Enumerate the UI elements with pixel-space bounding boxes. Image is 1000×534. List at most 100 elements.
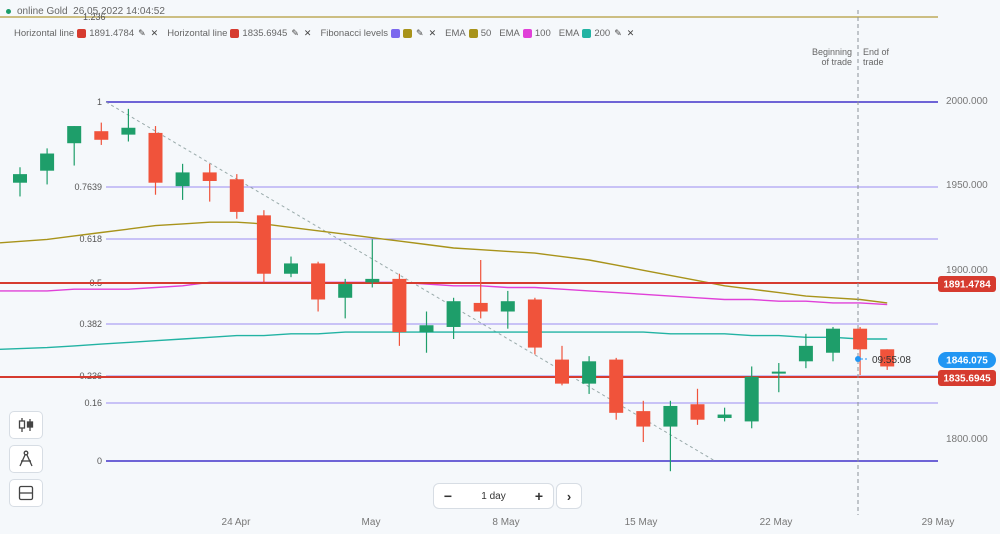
pencil-icon[interactable]: ✎ <box>614 28 622 38</box>
chart-type-button[interactable] <box>9 411 43 439</box>
scroll-right-button[interactable]: › <box>556 483 582 509</box>
zoom-in-button[interactable]: + <box>534 488 544 504</box>
close-icon[interactable]: ✕ <box>150 28 159 38</box>
countdown-timer: 09:55:08 <box>872 355 911 366</box>
legend-item: Fibonacci levels ✎ ✕ <box>320 28 437 39</box>
pencil-icon[interactable]: ✎ <box>291 28 299 38</box>
fib-level-label: 0.16 <box>84 398 102 408</box>
color-swatch[interactable] <box>403 29 413 38</box>
candle-body <box>880 349 895 367</box>
legend-name: Horizontal line <box>167 28 228 39</box>
candle-body <box>202 172 217 181</box>
candle-body <box>338 284 353 298</box>
trade-end-label: End of trade <box>863 47 890 67</box>
candle-body <box>94 131 109 140</box>
legend-name: Fibonacci levels <box>320 28 389 39</box>
color-swatch[interactable] <box>230 29 240 38</box>
legend-item: EMA 100 <box>499 28 550 39</box>
fib-level-label: 1.236 <box>83 12 106 22</box>
period-label[interactable]: 1 day <box>481 490 506 502</box>
time-axis-label: 29 May <box>922 517 955 528</box>
pencil-icon[interactable]: ✎ <box>138 28 146 38</box>
candle-body <box>67 126 82 144</box>
legend-value: 50 <box>480 28 492 39</box>
legend-value: 1835.6945 <box>242 28 288 39</box>
candle-body <box>175 172 190 187</box>
price-tag-line1: 1891.4784 <box>943 280 991 291</box>
candle-body <box>663 405 678 427</box>
close-icon[interactable]: ✕ <box>428 28 437 38</box>
candle-body <box>555 359 569 384</box>
live-status-dot <box>6 8 11 14</box>
candle-body <box>446 301 461 327</box>
price-tag-line1-bg <box>938 276 996 292</box>
candle-body <box>311 263 326 300</box>
candle-body <box>717 414 732 418</box>
candle-body <box>392 278 407 333</box>
candle-body <box>256 215 271 274</box>
layout-button[interactable] <box>9 479 43 507</box>
fib-level-label: 0.7639 <box>74 182 102 192</box>
candle-body <box>13 174 27 183</box>
candle-body <box>148 132 163 183</box>
compass-icon <box>19 450 33 467</box>
fib-level-label: 0.382 <box>79 319 102 329</box>
legend-name: EMA <box>499 28 520 39</box>
price-axis-label: 1950.000 <box>946 180 988 191</box>
price-axis-label: 2000.000 <box>946 96 988 107</box>
candle-body <box>365 278 380 283</box>
legend-item: EMA 50 <box>445 28 491 39</box>
current-price-tag-bg <box>938 352 996 368</box>
drawing-tools-button[interactable] <box>9 445 43 473</box>
trade-begin-label: Beginning of trade <box>811 47 852 67</box>
time-axis-label: 24 Apr <box>222 517 252 528</box>
close-icon[interactable]: ✕ <box>303 28 312 38</box>
color-swatch[interactable] <box>522 29 532 38</box>
candle-body <box>419 325 434 333</box>
candle-body <box>500 301 515 312</box>
current-price-dot <box>855 356 861 362</box>
price-tag-line2-bg <box>938 370 996 386</box>
fib-level-label: 0 <box>97 456 102 466</box>
color-swatch[interactable] <box>77 29 87 38</box>
instrument-name: online Gold <box>17 6 68 17</box>
close-icon[interactable]: ✕ <box>626 28 635 38</box>
color-swatch[interactable] <box>582 29 592 38</box>
fib-trend-line <box>105 101 716 462</box>
color-swatch[interactable] <box>468 29 478 38</box>
candle-body <box>527 299 542 348</box>
legend-value: 100 <box>534 28 551 39</box>
time-axis-label: 8 May <box>492 517 519 528</box>
candle-body <box>473 302 488 312</box>
candle-body <box>798 345 813 362</box>
fib-level-label: 0.618 <box>79 234 102 244</box>
legend-item: EMA 200 ✎ ✕ <box>559 28 636 39</box>
zoom-out-button[interactable]: − <box>443 488 453 504</box>
time-axis-label: May <box>362 517 381 528</box>
period-selector: − 1 day + <box>433 483 554 509</box>
color-swatch[interactable] <box>391 29 401 38</box>
fib-level-label: 1 <box>97 97 102 107</box>
legend-name: EMA <box>558 28 580 39</box>
instrument-header: online Gold 26.05.2022 14:04:52 <box>6 6 165 17</box>
time-axis-label: 15 May <box>625 517 658 528</box>
price-tag-line2: 1835.6945 <box>943 374 991 385</box>
candle-body <box>826 328 840 353</box>
header-datetime: 26.05.2022 14:04:52 <box>73 6 165 17</box>
pencil-icon[interactable]: ✎ <box>416 28 424 38</box>
drawing-toolbar <box>9 411 43 507</box>
candles-icon <box>18 418 34 432</box>
candle-body <box>121 127 136 135</box>
candle-body <box>609 359 624 413</box>
legend-name: Horizontal line <box>14 28 75 39</box>
indicator-legend: Horizontal line 1891.4784 ✎ ✕ Horizontal … <box>14 28 639 39</box>
candle-body <box>582 361 597 384</box>
candle-body <box>744 376 759 422</box>
candle-body <box>636 411 651 427</box>
candle-body <box>690 404 705 420</box>
price-axis-label: 1900.000 <box>946 265 988 276</box>
legend-item: Horizontal line 1835.6945 ✎ ✕ <box>167 28 312 39</box>
current-price-tag: 1846.075 <box>946 356 988 367</box>
layout-icon <box>18 485 34 501</box>
